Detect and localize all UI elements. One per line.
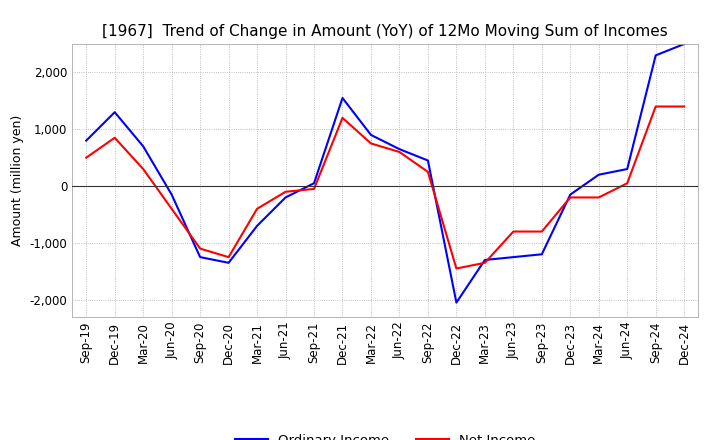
Net Income <box>423 169 432 175</box>
Title: [1967]  Trend of Change in Amount (YoY) of 12Mo Moving Sum of Incomes: [1967] Trend of Change in Amount (YoY) o… <box>102 24 668 39</box>
Net Income <box>509 229 518 234</box>
Y-axis label: Amount (million yen): Amount (million yen) <box>11 115 24 246</box>
Ordinary Income <box>680 41 688 47</box>
Net Income <box>652 104 660 109</box>
Ordinary Income <box>395 147 404 152</box>
Ordinary Income <box>110 110 119 115</box>
Net Income <box>595 195 603 200</box>
Net Income <box>366 141 375 146</box>
Ordinary Income <box>82 138 91 143</box>
Net Income <box>537 229 546 234</box>
Net Income <box>82 155 91 160</box>
Legend: Ordinary Income, Net Income: Ordinary Income, Net Income <box>230 429 541 440</box>
Ordinary Income <box>167 192 176 197</box>
Net Income <box>338 115 347 121</box>
Ordinary Income <box>452 300 461 305</box>
Net Income <box>566 195 575 200</box>
Net Income <box>253 206 261 212</box>
Ordinary Income <box>253 223 261 228</box>
Net Income <box>310 186 318 191</box>
Ordinary Income <box>282 195 290 200</box>
Ordinary Income <box>623 166 631 172</box>
Ordinary Income <box>366 132 375 138</box>
Ordinary Income <box>338 95 347 101</box>
Ordinary Income <box>480 257 489 263</box>
Net Income <box>110 135 119 140</box>
Ordinary Income <box>423 158 432 163</box>
Net Income <box>139 166 148 172</box>
Net Income <box>167 206 176 212</box>
Ordinary Income <box>225 260 233 265</box>
Net Income <box>395 149 404 154</box>
Ordinary Income <box>566 192 575 197</box>
Ordinary Income <box>310 180 318 186</box>
Net Income <box>480 260 489 265</box>
Line: Net Income: Net Income <box>86 106 684 268</box>
Ordinary Income <box>595 172 603 177</box>
Net Income <box>623 180 631 186</box>
Net Income <box>196 246 204 251</box>
Net Income <box>225 254 233 260</box>
Ordinary Income <box>196 254 204 260</box>
Net Income <box>452 266 461 271</box>
Ordinary Income <box>139 143 148 149</box>
Ordinary Income <box>537 252 546 257</box>
Ordinary Income <box>652 53 660 58</box>
Net Income <box>680 104 688 109</box>
Ordinary Income <box>509 254 518 260</box>
Net Income <box>282 189 290 194</box>
Line: Ordinary Income: Ordinary Income <box>86 44 684 303</box>
